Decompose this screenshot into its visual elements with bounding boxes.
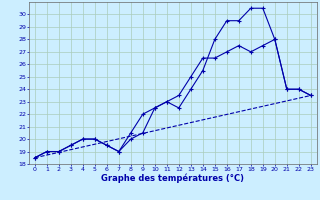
X-axis label: Graphe des températures (°C): Graphe des températures (°C) xyxy=(101,173,244,183)
